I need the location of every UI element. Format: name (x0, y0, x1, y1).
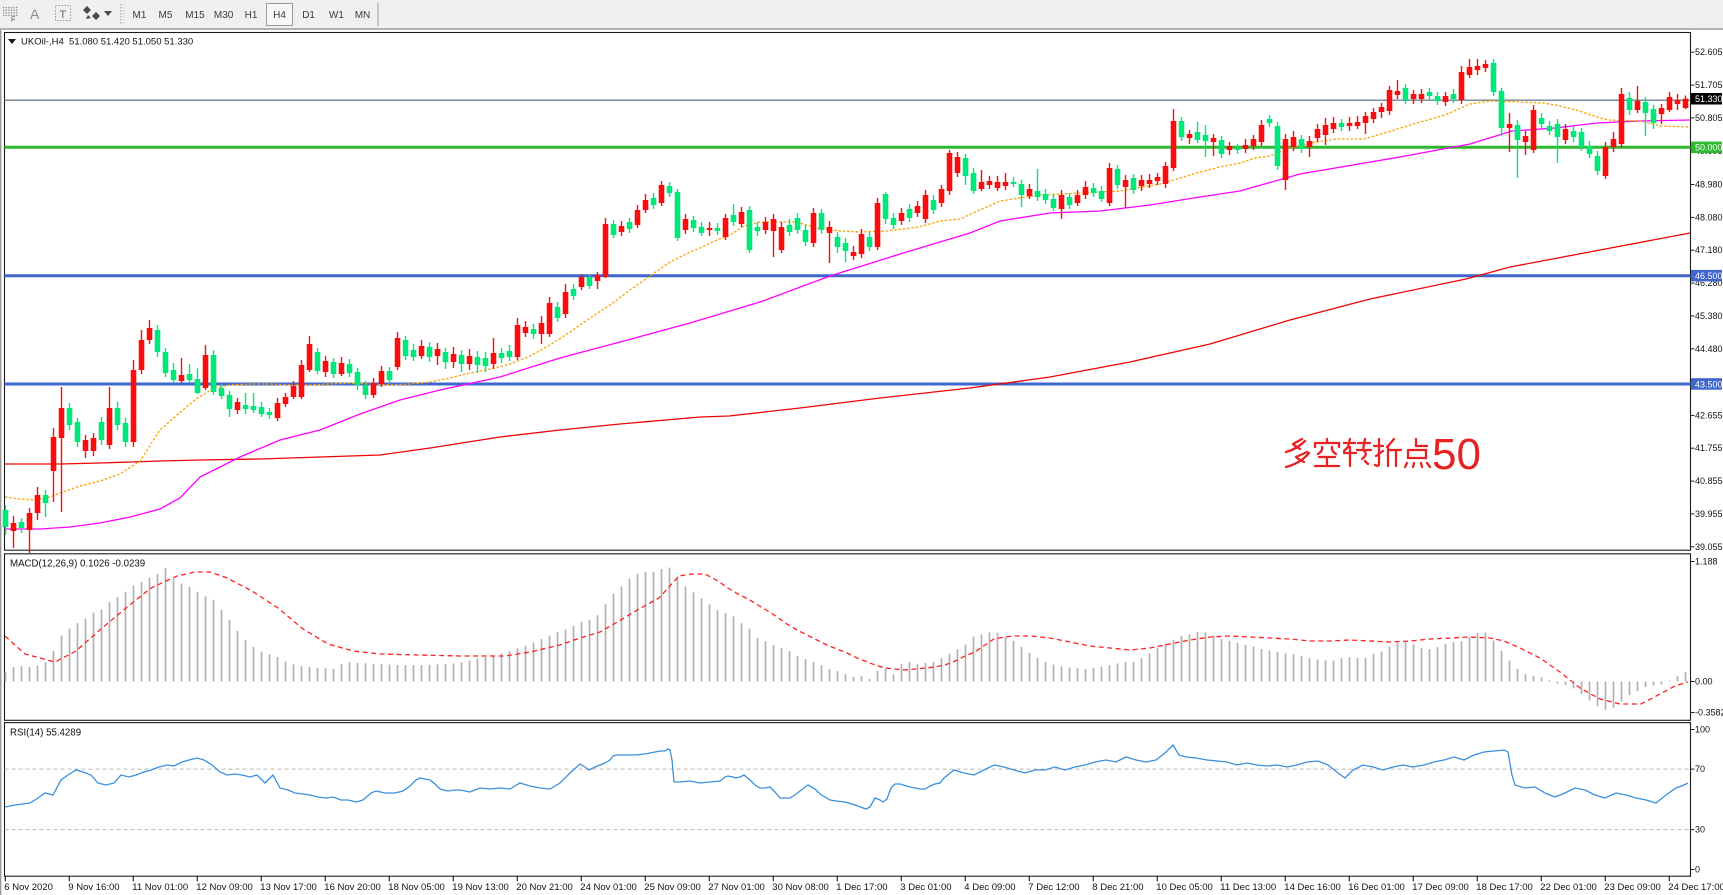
svg-text:23 Dec 09:00: 23 Dec 09:00 (1604, 882, 1661, 893)
svg-text:27 Nov 01:00: 27 Nov 01:00 (708, 882, 765, 893)
svg-text:43.500: 43.500 (1695, 379, 1723, 389)
svg-text:H4: H4 (273, 10, 286, 21)
svg-text:M1: M1 (133, 10, 147, 21)
svg-text:12 Nov 09:00: 12 Nov 09:00 (196, 882, 253, 893)
svg-text:11 Nov 01:00: 11 Nov 01:00 (132, 882, 188, 893)
svg-text:10 Dec 05:00: 10 Dec 05:00 (1156, 882, 1213, 893)
svg-text:16 Dec 01:00: 16 Dec 01:00 (1348, 882, 1405, 893)
svg-text:1.188: 1.188 (1695, 557, 1718, 567)
svg-text:11 Dec 13:00: 11 Dec 13:00 (1220, 882, 1276, 893)
svg-text:16 Nov 20:00: 16 Nov 20:00 (324, 882, 381, 893)
svg-text:48.080: 48.080 (1695, 212, 1723, 222)
svg-text:F: F (11, 17, 15, 24)
svg-text:46.500: 46.500 (1695, 271, 1723, 281)
svg-text:51.705: 51.705 (1695, 80, 1723, 90)
svg-text:A: A (30, 6, 40, 22)
svg-text:46.280: 46.280 (1695, 278, 1723, 288)
svg-text:14 Dec 16:00: 14 Dec 16:00 (1284, 882, 1341, 893)
svg-text:25 Nov 09:00: 25 Nov 09:00 (644, 882, 701, 893)
svg-text:17 Dec 09:00: 17 Dec 09:00 (1412, 882, 1469, 893)
svg-text:MN: MN (355, 10, 371, 21)
svg-text:45.380: 45.380 (1695, 311, 1723, 321)
svg-text:50.000: 50.000 (1695, 143, 1723, 153)
svg-text:18 Dec 17:00: 18 Dec 17:00 (1476, 882, 1533, 893)
svg-text:6 Nov 2020: 6 Nov 2020 (4, 882, 53, 893)
svg-text:70: 70 (1695, 764, 1705, 774)
svg-text:4 Dec 09:00: 4 Dec 09:00 (964, 882, 1015, 893)
svg-text:19 Nov 13:00: 19 Nov 13:00 (452, 882, 509, 893)
svg-text:50.805: 50.805 (1695, 113, 1723, 123)
svg-text:7 Dec 12:00: 7 Dec 12:00 (1028, 882, 1079, 893)
svg-text:48.980: 48.980 (1695, 180, 1723, 190)
svg-text:52.605: 52.605 (1695, 47, 1723, 57)
svg-text:30: 30 (1695, 825, 1705, 835)
svg-text:13 Nov 17:00: 13 Nov 17:00 (260, 882, 317, 893)
svg-text:RSI(14) 55.4289: RSI(14) 55.4289 (10, 728, 81, 739)
svg-text:50: 50 (1432, 430, 1481, 479)
svg-text:0.00: 0.00 (1695, 677, 1713, 687)
svg-text:MACD(12,26,9) 0.1026 -0.0239: MACD(12,26,9) 0.1026 -0.0239 (10, 559, 145, 570)
svg-text:8 Dec 21:00: 8 Dec 21:00 (1092, 882, 1143, 893)
svg-text:M30: M30 (214, 10, 234, 21)
svg-text:UKOil-,H4 51.080 51.420 51.05: UKOil-,H4 51.080 51.420 51.050 51.330 (21, 37, 193, 48)
svg-text:M15: M15 (185, 10, 205, 21)
svg-text:-0.3582: -0.3582 (1695, 708, 1723, 718)
svg-text:22 Dec 01:00: 22 Dec 01:00 (1540, 882, 1597, 893)
svg-text:0: 0 (1695, 865, 1700, 875)
svg-text:3 Dec 01:00: 3 Dec 01:00 (900, 882, 951, 893)
svg-text:M5: M5 (159, 10, 173, 21)
svg-text:39.955: 39.955 (1695, 509, 1723, 519)
svg-text:D1: D1 (302, 10, 315, 21)
svg-text:T: T (60, 9, 67, 21)
svg-text:18 Nov 05:00: 18 Nov 05:00 (388, 882, 445, 893)
svg-text:100: 100 (1695, 725, 1710, 735)
svg-text:41.755: 41.755 (1695, 443, 1723, 453)
svg-text:39.055: 39.055 (1695, 542, 1723, 552)
svg-text:24 Nov 01:00: 24 Nov 01:00 (580, 882, 637, 893)
svg-text:30 Nov 08:00: 30 Nov 08:00 (772, 882, 829, 893)
svg-text:47.180: 47.180 (1695, 245, 1723, 255)
svg-text:9 Nov 16:00: 9 Nov 16:00 (68, 882, 119, 893)
svg-text:51.330: 51.330 (1695, 94, 1723, 104)
svg-text:1 Dec 17:00: 1 Dec 17:00 (836, 882, 887, 893)
svg-text:40.855: 40.855 (1695, 476, 1723, 486)
svg-text:44.480: 44.480 (1695, 344, 1723, 354)
svg-text:24 Dec 17:00: 24 Dec 17:00 (1668, 882, 1723, 893)
svg-text:H1: H1 (245, 10, 258, 21)
svg-text:20 Nov 21:00: 20 Nov 21:00 (516, 882, 573, 893)
svg-text:W1: W1 (329, 10, 344, 21)
svg-text:42.655: 42.655 (1695, 410, 1723, 420)
